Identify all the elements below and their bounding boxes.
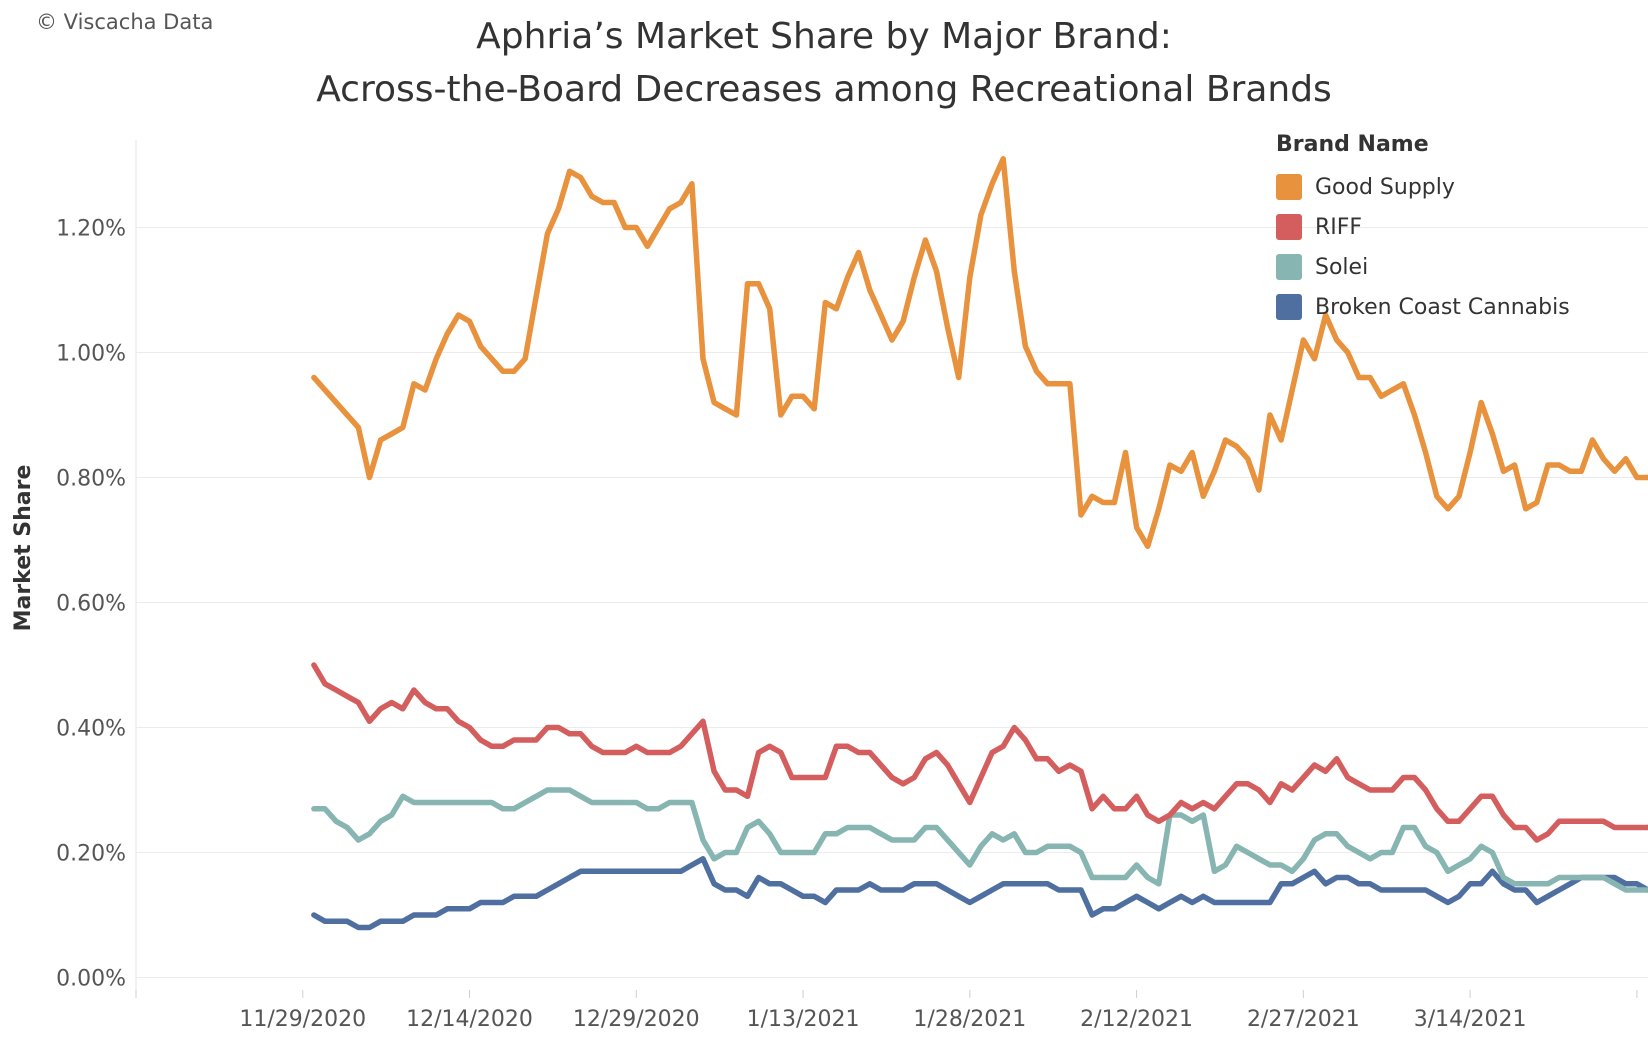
series-line-riff	[311, 662, 1648, 843]
x-tick-label: 11/29/2020	[239, 1007, 366, 1032]
legend-swatch	[1276, 214, 1302, 240]
series-lines	[311, 156, 1648, 931]
legend-swatch	[1276, 174, 1302, 200]
y-axis-ticks: 0.00% 0.20% 0.40% 0.60% 0.80% 1.00% 1.20%	[56, 217, 126, 992]
x-tick-label: 12/29/2020	[573, 1007, 700, 1032]
legend-label: Broken Coast Cannabis	[1315, 294, 1570, 320]
legend-title: Brand Name	[1276, 132, 1429, 157]
y-tick-label: 0.60%	[56, 592, 126, 617]
legend-item-good-supply[interactable]: Good Supply	[1276, 167, 1570, 207]
x-tick-label: 1/28/2021	[913, 1007, 1026, 1032]
legend-item-broken-coast-cannabis[interactable]: Broken Coast Cannabis	[1276, 287, 1570, 327]
legend-label: Good Supply	[1315, 174, 1455, 200]
legend-swatch	[1276, 254, 1302, 280]
series-line-solei	[311, 787, 1648, 893]
legend-label: Solei	[1315, 254, 1369, 280]
y-tick-label: 0.40%	[56, 717, 126, 742]
x-tick-label: 2/27/2021	[1247, 1007, 1360, 1032]
y-tick-label: 0.80%	[56, 467, 126, 492]
x-tick-label: 2/12/2021	[1080, 1007, 1193, 1032]
legend-swatch	[1276, 294, 1302, 320]
legend-label: RIFF	[1315, 214, 1363, 240]
y-tick-label: 0.00%	[56, 967, 126, 992]
legend-item-solei[interactable]: Solei	[1276, 247, 1570, 287]
legend: Brand Name Good Supply RIFF Solei Broken Co…	[1276, 132, 1570, 327]
y-axis-label: Market Share	[11, 465, 36, 632]
series-line-good-supply	[311, 156, 1648, 550]
chart-subtitle: Across-the-Board Decreases among Recreat…	[316, 69, 1332, 110]
y-tick-label: 0.20%	[56, 842, 126, 867]
gridlines	[135, 140, 1648, 990]
y-tick-label: 1.20%	[56, 217, 126, 242]
copyright-notice: © Viscacha Data	[36, 10, 214, 34]
x-tick-label: 1/13/2021	[747, 1007, 860, 1032]
legend-item-riff[interactable]: RIFF	[1276, 207, 1570, 247]
x-tick-label: 3/14/2021	[1414, 1007, 1527, 1032]
y-tick-label: 1.00%	[56, 342, 126, 367]
series-line-broken-coast-cannabis	[311, 856, 1648, 931]
chart-title: Aphria’s Market Share by Major Brand:	[476, 16, 1172, 57]
x-tick-label: 12/14/2020	[406, 1007, 533, 1032]
x-axis-ticks: 11/29/2020 12/14/2020 12/29/2020 1/13/2021 1…	[135, 990, 1638, 1032]
